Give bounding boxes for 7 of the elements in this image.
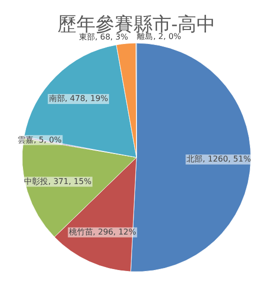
slice-label: 北部, 1260, 51% (186, 154, 252, 164)
slice-label: 離島, 2, 0% (137, 32, 182, 42)
slice-label: 雲嘉, 5, 0% (18, 135, 62, 144)
slice-label: 東部, 68, 3% (79, 32, 128, 42)
slice-label: 南部, 478, 19% (48, 94, 108, 104)
slice-label: 中彰投, 371, 15% (24, 176, 92, 186)
slice-label: 桃竹苗, 296, 12% (68, 227, 137, 236)
